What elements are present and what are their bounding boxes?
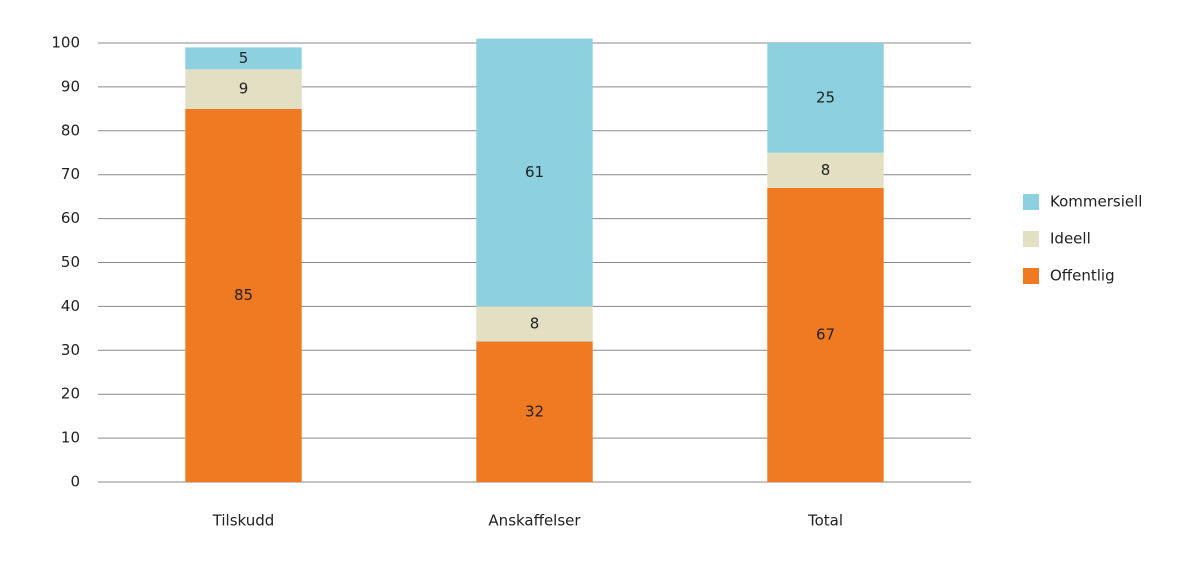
data-label: 8	[530, 314, 540, 332]
data-label: 5	[239, 49, 249, 67]
data-label: 67	[816, 325, 835, 343]
bar-segment	[767, 187, 884, 482]
y-tick-label: 10	[61, 429, 80, 447]
x-tick-label: Total	[807, 512, 843, 530]
y-tick-label: 70	[61, 165, 80, 183]
legend-swatch	[1023, 194, 1039, 210]
bar-segment	[767, 152, 884, 188]
bar-segment	[185, 69, 302, 109]
bar-segment	[185, 47, 302, 70]
data-label: 32	[525, 402, 544, 420]
y-tick-label: 30	[61, 341, 80, 359]
y-tick-label: 90	[61, 77, 80, 95]
y-tick-label: 60	[61, 209, 80, 227]
y-tick-label: 40	[61, 297, 80, 315]
y-tick-label: 0	[70, 473, 80, 491]
legend-label: Offentlig	[1050, 267, 1115, 285]
bar-segment	[476, 341, 593, 482]
y-tick-label: 50	[61, 253, 80, 271]
legend-label: Kommersiell	[1050, 193, 1142, 211]
bar-segment	[185, 108, 302, 482]
legend-swatch	[1023, 231, 1039, 247]
data-label: 61	[525, 163, 544, 181]
data-label: 25	[816, 88, 835, 106]
legend-swatch	[1023, 268, 1039, 284]
x-tick-label: Anskaffelser	[488, 512, 581, 530]
legend-label: Ideell	[1050, 230, 1091, 248]
bar-segment	[476, 38, 593, 307]
y-tick-label: 100	[51, 34, 80, 52]
y-tick-label: 80	[61, 121, 80, 139]
data-label: 85	[234, 286, 253, 304]
data-label: 8	[821, 161, 831, 179]
data-label: 9	[239, 80, 249, 98]
bar-segment	[476, 306, 593, 342]
bar-segment	[767, 43, 884, 153]
x-tick-label: Tilskudd	[212, 512, 275, 530]
y-tick-label: 20	[61, 385, 80, 403]
